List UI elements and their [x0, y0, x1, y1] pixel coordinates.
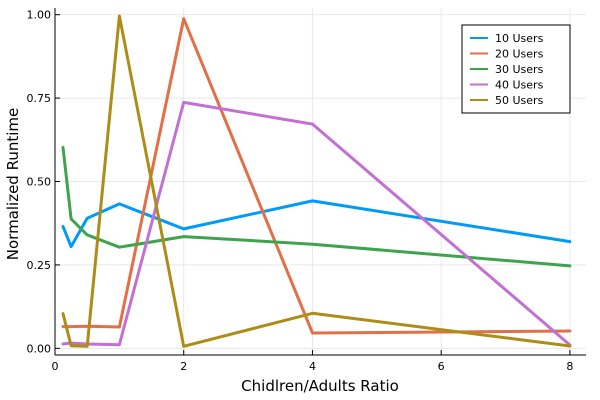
y-tick-label: 1.00	[27, 9, 52, 22]
y-tick-label: 0.25	[27, 259, 52, 272]
series-line-4	[61, 100, 572, 347]
x-tick-label: 2	[180, 360, 187, 373]
y-axis-label: Normalized Runtime	[4, 108, 22, 260]
series-lines	[61, 14, 572, 348]
series-line-3	[61, 146, 572, 268]
tick-labels: 0 2 4 6 8 0.00 0.25 0.50 0.75 1.00	[27, 9, 574, 373]
series-line-5	[61, 14, 572, 348]
x-tick-label: 8	[566, 360, 573, 373]
legend-label-5: 50 Users	[495, 94, 544, 107]
y-tick-label: 0.50	[27, 176, 52, 189]
legend: 10 Users 20 Users 30 Users 40 Users 50 Users	[461, 24, 571, 114]
y-tick-label: 0.75	[27, 92, 52, 105]
legend-label-4: 40 Users	[495, 79, 544, 92]
legend-label-2: 20 Users	[495, 48, 544, 61]
series-line-1	[61, 199, 572, 249]
x-tick-label: 4	[309, 360, 316, 373]
legend-label-1: 10 Users	[495, 32, 544, 45]
y-tick-label: 0.00	[27, 342, 52, 355]
x-tick-label: 6	[438, 360, 445, 373]
series-line-2	[61, 17, 572, 335]
x-tick-label: 0	[52, 360, 59, 373]
legend-label-3: 30 Users	[495, 63, 544, 76]
x-axis-label: Chidlren/Adults Ratio	[241, 377, 399, 395]
